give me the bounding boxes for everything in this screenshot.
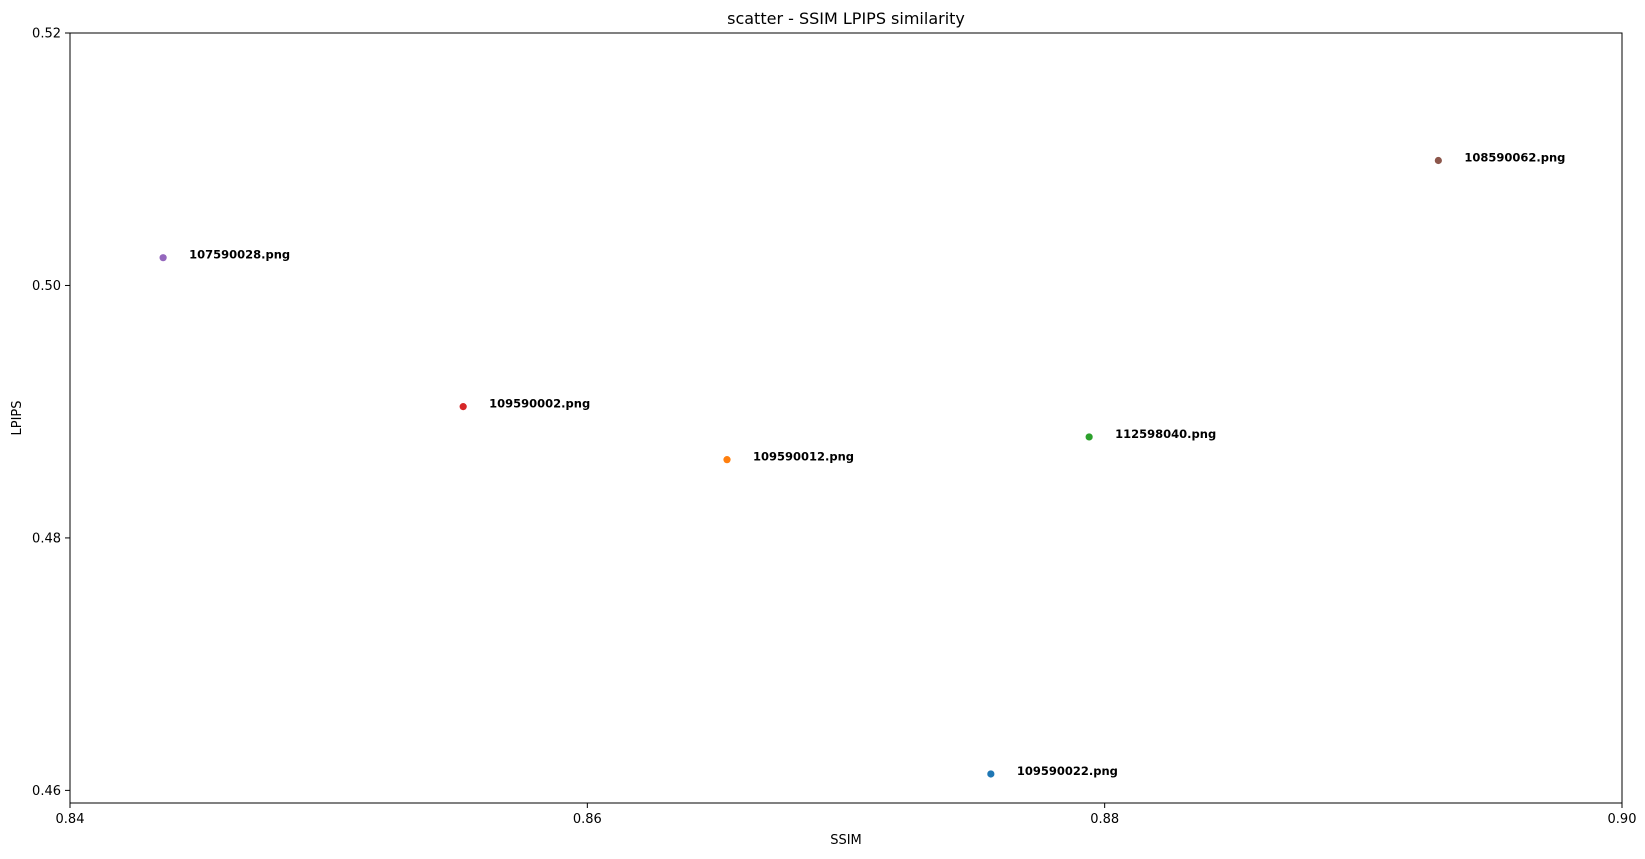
- y-axis-ticks: 0.46 0.48 0.50 0.52: [32, 27, 70, 799]
- scatter-point: [1434, 156, 1442, 165]
- scatter-point: [723, 456, 731, 464]
- x-tick-label: 0.86: [573, 812, 602, 827]
- point-label: 109590012.png: [753, 450, 854, 464]
- point-label: 109590022.png: [1017, 764, 1118, 778]
- y-axis-label: LPIPS: [10, 400, 25, 435]
- x-axis-label: SSIM: [830, 833, 862, 848]
- scatter-point: [159, 254, 167, 262]
- x-tick-label: 0.90: [1608, 812, 1637, 827]
- plot-area-frame: [69, 32, 1623, 804]
- chart-title: scatter - SSIM LPIPS similarity: [727, 9, 965, 28]
- x-tick-label: 0.84: [56, 812, 85, 827]
- x-axis-ticks: 0.84 0.86 0.88 0.90: [56, 803, 1637, 827]
- y-tick-label: 0.46: [32, 784, 61, 799]
- point-label: 108590062.png: [1464, 150, 1565, 164]
- y-tick-label: 0.52: [32, 27, 61, 42]
- point-label: 107590028.png: [189, 248, 290, 262]
- scatter-point: [1085, 433, 1093, 441]
- y-tick-label: 0.48: [32, 531, 61, 546]
- point-label: 112598040.png: [1115, 427, 1216, 441]
- y-tick-label: 0.50: [32, 279, 61, 294]
- scatter-point: [987, 770, 995, 778]
- point-label: 109590002.png: [489, 397, 590, 411]
- data-points: 109590022.png 109590012.png 112598040.png 1…: [159, 150, 1565, 778]
- x-tick-label: 0.88: [1090, 812, 1119, 827]
- scatter-point: [459, 403, 467, 411]
